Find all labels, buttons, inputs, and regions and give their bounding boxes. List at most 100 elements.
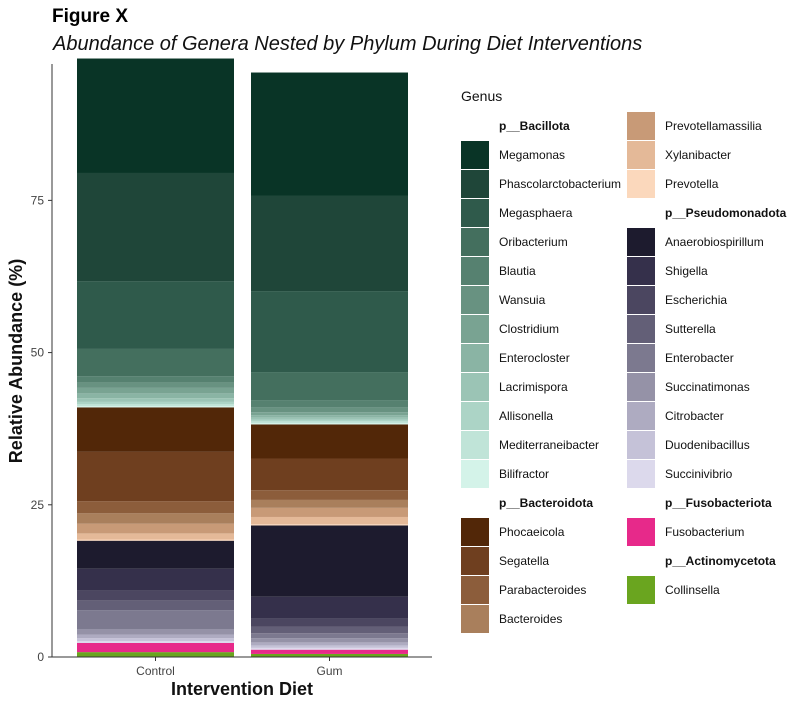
legend-group-header: p__Bacillota bbox=[461, 112, 631, 141]
legend-label: Megamonas bbox=[499, 148, 566, 162]
bar-segment-control-duodenibacillus bbox=[77, 638, 234, 642]
legend-swatch bbox=[627, 228, 655, 256]
bar-segment-control-blautia bbox=[77, 376, 234, 383]
legend-label: p__Fusobacteriota bbox=[665, 496, 772, 510]
legend-swatch bbox=[627, 286, 655, 314]
legend-swatch bbox=[627, 344, 655, 372]
legend-item: Phocaeicola bbox=[461, 518, 631, 547]
bar-segment-gum-blautia bbox=[251, 400, 408, 408]
y-tick-label: 25 bbox=[31, 498, 45, 512]
legend-label: Duodenibacillus bbox=[665, 438, 750, 452]
legend-item: Phascolarctobacterium bbox=[461, 170, 631, 199]
bar-segment-control-prevotella bbox=[77, 539, 234, 541]
bar-segment-gum-megasphaera bbox=[251, 291, 408, 373]
bar-segment-control-parabacteroides bbox=[77, 501, 234, 514]
legend-swatch bbox=[627, 518, 655, 546]
legend-label: Escherichia bbox=[665, 293, 728, 307]
legend-label: Enterobacter bbox=[665, 351, 734, 365]
legend-item: Allisonella bbox=[461, 402, 631, 431]
legend-label: Phocaeicola bbox=[499, 525, 565, 539]
legend-item: Sutterella bbox=[627, 315, 797, 344]
bar-segment-gum-enterobacter bbox=[251, 633, 408, 639]
legend-column-2: Prevotellamassilia Xylanibacter Prevotella… bbox=[627, 112, 797, 605]
legend-label: Segatella bbox=[499, 554, 550, 568]
legend-label: Sutterella bbox=[665, 322, 716, 336]
legend-label: Blautia bbox=[499, 264, 536, 278]
legend-swatch bbox=[461, 547, 489, 575]
legend-swatch bbox=[461, 605, 489, 633]
legend-label: Collinsella bbox=[665, 583, 720, 597]
legend-item: Segatella bbox=[461, 547, 631, 576]
legend-swatch bbox=[461, 518, 489, 546]
legend-label: Citrobacter bbox=[665, 409, 724, 423]
legend-swatch bbox=[627, 315, 655, 343]
legend-label: p__Actinomycetota bbox=[665, 554, 776, 568]
bar-segment-control-bilifractor bbox=[77, 406, 234, 408]
legend-label: Bacteroides bbox=[499, 612, 563, 626]
legend-label: Mediterraneibacter bbox=[499, 438, 600, 452]
stacked-bar-chart: 0 25 50 75 Control Gum Intervention Diet Rel… bbox=[6, 58, 432, 699]
chart-subtitle: Abundance of Genera Nested by Phylum Dur… bbox=[53, 33, 643, 55]
legend-item: Enterobacter bbox=[627, 344, 797, 373]
legend-item: Succinivibrio bbox=[627, 460, 797, 489]
legend-swatch bbox=[461, 286, 489, 314]
bar-segment-gum-anaerobiospirillum bbox=[251, 525, 408, 597]
legend-item: Megasphaera bbox=[461, 199, 631, 228]
legend-swatch bbox=[627, 112, 655, 140]
bar-segment-gum-segatella bbox=[251, 458, 408, 491]
legend-label: Phascolarctobacterium bbox=[499, 177, 622, 191]
bar-segment-gum-fusobacterium bbox=[251, 649, 408, 654]
y-tick-label: 0 bbox=[37, 650, 44, 664]
bar-segment-control-lacrimispora bbox=[77, 398, 234, 402]
bar-segment-gum-citrobacter bbox=[251, 642, 408, 646]
legend-label: Fusobacterium bbox=[665, 525, 745, 539]
legend-label: Megasphaera bbox=[499, 206, 573, 220]
y-axis-ticks: 0 25 50 75 bbox=[31, 193, 52, 664]
legend-item: Fusobacterium bbox=[627, 518, 797, 547]
legend-label: Bilifractor bbox=[499, 467, 550, 481]
legend-swatch bbox=[627, 373, 655, 401]
bar-segment-gum-prevotellamassilia bbox=[251, 507, 408, 517]
legend-swatch bbox=[627, 141, 655, 169]
legend-item: Escherichia bbox=[627, 286, 797, 315]
legend-item: Blautia bbox=[461, 257, 631, 286]
bar-segment-control-enterocloster bbox=[77, 393, 234, 399]
bar-segment-gum-enterocloster bbox=[251, 415, 408, 418]
legend-swatch bbox=[461, 373, 489, 401]
legend-item: Citrobacter bbox=[627, 402, 797, 431]
legend-swatch bbox=[461, 402, 489, 430]
bar-segment-control-sutterella bbox=[77, 600, 234, 611]
bar-segment-control-collinsella bbox=[77, 652, 234, 657]
legend-item: Anaerobiospirillum bbox=[627, 228, 797, 257]
bar-segment-control-enterobacter bbox=[77, 610, 234, 629]
bar-segment-gum-sutterella bbox=[251, 626, 408, 634]
legend-group-header: p__Pseudomonadota bbox=[627, 199, 797, 228]
bar-segment-gum-bilifractor bbox=[251, 423, 408, 425]
legend-swatch bbox=[461, 344, 489, 372]
legend-swatch bbox=[627, 460, 655, 488]
legend-swatch bbox=[461, 141, 489, 169]
legend-label: Anaerobiospirillum bbox=[665, 235, 764, 249]
legend-swatch bbox=[627, 431, 655, 459]
bar-segment-gum-duodenibacillus bbox=[251, 645, 408, 648]
legend-label: Succinivibrio bbox=[665, 467, 733, 481]
legend-label: p__Pseudomonadota bbox=[665, 206, 787, 220]
legend-item: Xylanibacter bbox=[627, 141, 797, 170]
bar-segment-gum-bacteroides bbox=[251, 499, 408, 508]
legend-item: Bacteroides bbox=[461, 605, 631, 634]
legend-item: Wansuia bbox=[461, 286, 631, 315]
legend-label: Clostridium bbox=[499, 322, 560, 336]
x-axis-ticks: Control Gum bbox=[136, 657, 343, 678]
legend-label: p__Bacteroidota bbox=[499, 496, 594, 510]
legend-label: Lacrimispora bbox=[499, 380, 568, 394]
bar-segment-control-megamonas bbox=[77, 58, 234, 173]
bar-segment-gum-wansuia bbox=[251, 407, 408, 413]
bar-segment-control-fusobacterium bbox=[77, 642, 234, 653]
bar-segment-control-allisonella bbox=[77, 401, 234, 405]
legend-swatch bbox=[461, 170, 489, 198]
legend-label: Prevotella bbox=[665, 177, 719, 191]
bar-segment-control-anaerobiospirillum bbox=[77, 540, 234, 569]
bar-segment-control-shigella bbox=[77, 568, 234, 591]
bar-segment-gum-mediterraneibacter bbox=[251, 421, 408, 424]
legend-item: Mediterraneibacter bbox=[461, 431, 631, 460]
